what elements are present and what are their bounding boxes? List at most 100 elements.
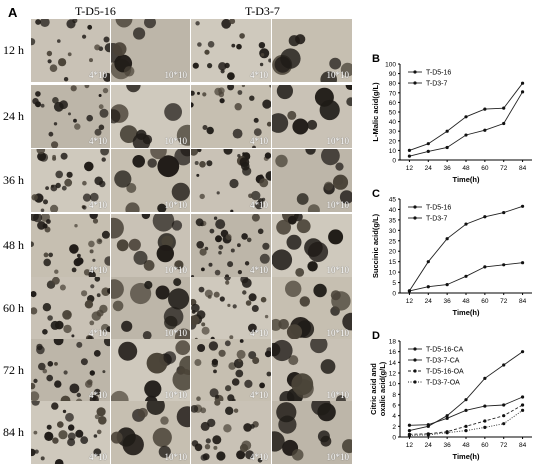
magnification-label: 4*10 [250,136,268,146]
y-tick-label: 60 [389,100,397,107]
magnification-label: 10*10 [164,328,188,338]
micrograph-7-1: 4*10 [31,401,110,464]
panel-a-label: A [8,5,18,20]
x-tick-label: 60 [481,298,489,305]
data-point [520,81,525,85]
y-tick-label: 90 [389,71,397,78]
strain-label-t-d3-7: T-D3-7 [245,4,280,18]
micrograph-3-3: 4*10 [191,149,271,212]
legend-label: T-D3-7-OA [426,380,460,387]
y-tick-label: 10 [389,270,397,277]
magnification-label: 4*10 [250,200,268,210]
y-tick-label: 12 [389,371,397,378]
y-tick-label: 25 [389,238,397,245]
magnification-label: 10*10 [164,390,188,400]
data-point [520,408,525,412]
panel-label: D [372,330,380,342]
micrograph-1-2: 10*10 [111,19,190,82]
data-point [445,416,449,420]
y-tick-label: 14 [389,360,397,367]
y-axis-label: Succinic acid(g/L) [371,213,380,278]
x-tick-label: 84 [519,442,527,449]
data-point [502,403,506,407]
data-point [464,398,468,402]
legend-marker [413,347,417,351]
time-label-2: 24 h [3,108,24,123]
y-tick-label: 20 [389,138,397,145]
time-label-3: 36 h [3,172,24,187]
x-tick-label: 60 [481,442,489,449]
x-tick-label: 84 [519,298,527,305]
legend-marker [413,358,417,362]
y-tick-label: 35 [389,217,397,224]
legend-label: T-D5-16 [426,70,451,77]
time-label-6: 72 h [3,362,24,377]
data-point [483,419,487,423]
series-line-t-d3-7 [409,91,523,157]
micrograph-6-4: 10*10 [272,339,352,402]
y-axis-label-line: Citric acid and [369,363,378,415]
x-tick-label: 36 [444,298,452,305]
data-point [502,210,506,215]
data-point [502,414,506,418]
data-point [520,403,525,407]
magnification-label: 10*10 [164,136,188,146]
y-tick-label: 45 [389,197,397,204]
data-point [464,408,468,412]
micrograph-4-4: 10*10 [272,214,352,277]
time-label-7: 84 h [3,424,24,439]
x-tick-label: 48 [462,298,470,305]
data-point [502,106,506,110]
y-tick-label: 15 [389,259,397,266]
data-point [464,274,468,278]
legend-marker [413,81,417,85]
y-tick-label: 10 [389,148,397,155]
y-axis-label-line: oxalic acid(g/L) [378,361,387,416]
y-tick-label: 6 [392,403,396,410]
data-point [464,424,468,428]
x-tick-label: 72 [500,442,508,449]
data-point [483,128,487,132]
micrograph-1-1: 4*10 [31,19,110,82]
data-point [445,129,449,133]
micrograph-3-1: 4*10 [31,149,110,212]
y-tick-label: 40 [389,207,397,214]
micrograph-1-4: 10*10 [272,19,352,82]
data-point [502,363,506,367]
magnification-label: 10*10 [326,265,350,275]
micrograph-1-3: 4*10 [191,19,271,82]
micrograph-3-4: 10*10 [272,149,352,212]
legend-label: T-D5-16-OA [426,369,464,376]
y-tick-label: 20 [389,249,397,256]
magnification-label: 10*10 [326,452,350,462]
legend-marker [413,70,417,74]
micrograph-6-2: 10*10 [111,339,190,402]
x-tick-label: 48 [462,165,470,172]
data-point [464,115,468,119]
data-point [445,414,449,418]
x-tick-label: 72 [500,165,508,172]
data-point [483,376,487,380]
magnification-label: 4*10 [89,200,107,210]
data-point [445,283,449,287]
magnification-label: 4*10 [89,452,107,462]
magnification-label: 4*10 [89,328,107,338]
y-tick-label: 0 [392,291,396,298]
magnification-label: 10*10 [164,265,188,275]
y-tick-label: 50 [389,110,397,117]
data-point [502,422,506,426]
y-tick-label: 8 [392,392,396,399]
micrograph-3-2: 10*10 [111,149,190,212]
magnification-label: 10*10 [326,390,350,400]
time-label-4: 48 h [3,237,24,252]
micrograph-2-1: 4*10 [31,85,110,148]
magnification-label: 10*10 [326,70,350,80]
magnification-label: 4*10 [89,70,107,80]
x-tick-label: 12 [406,298,414,305]
panel-label: B [372,53,380,65]
data-point [520,350,525,354]
x-tick-label: 48 [462,442,470,449]
x-tick-label: 24 [425,165,433,172]
y-tick-label: 80 [389,81,397,88]
